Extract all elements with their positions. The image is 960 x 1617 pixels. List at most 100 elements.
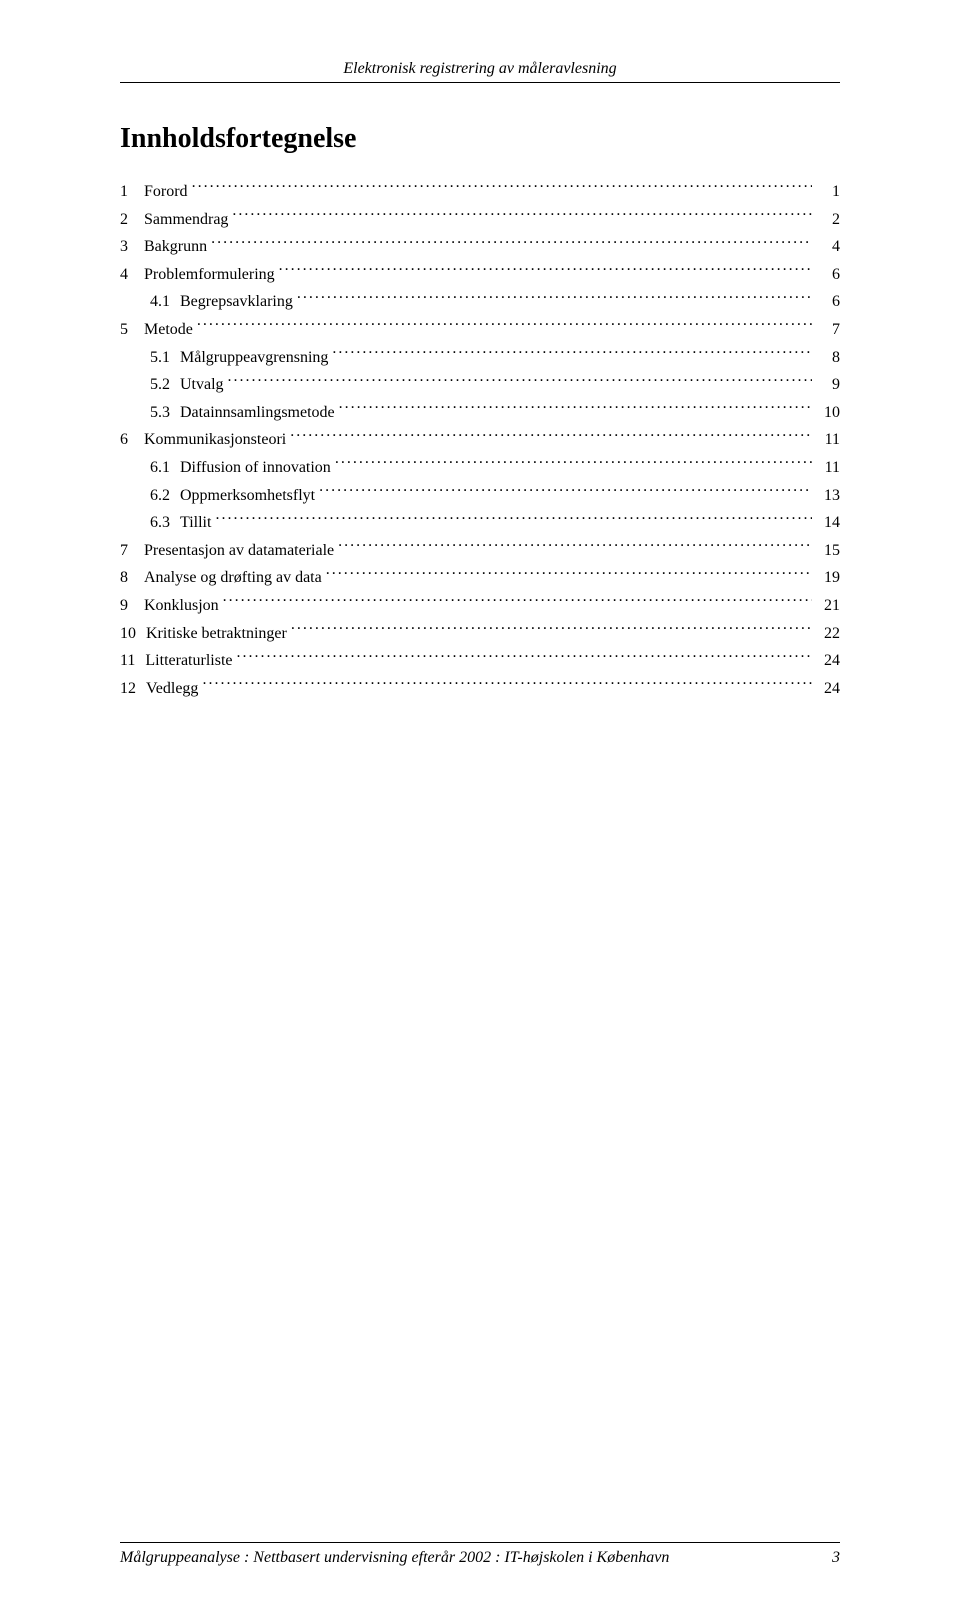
toc-entry-number: 9 xyxy=(120,593,144,619)
toc-entry-page: 15 xyxy=(816,538,840,564)
toc-entry-leader xyxy=(279,263,812,279)
toc-entry-page: 24 xyxy=(816,648,840,674)
toc-entry-label: Vedlegg xyxy=(146,676,198,702)
toc-entry-number: 5.2 xyxy=(150,372,180,398)
toc-entry-label: Kritiske betraktninger xyxy=(146,621,287,647)
toc-entry: 3Bakgrunn 4 xyxy=(120,234,840,260)
toc-entry: 5.2Utvalg9 xyxy=(120,372,840,398)
toc-entry-page: 21 xyxy=(816,593,840,619)
toc-entry: 5.1Målgruppeavgrensning 8 xyxy=(120,345,840,371)
toc-entry-label: Diffusion of innovation xyxy=(180,455,331,481)
header-rule xyxy=(120,82,840,83)
toc-entry-number: 5.1 xyxy=(150,345,180,371)
toc-entry-label: Konklusjon xyxy=(144,593,219,619)
toc-entry-page: 4 xyxy=(816,234,840,260)
toc-entry-page: 8 xyxy=(816,345,840,371)
toc-entry-number: 1 xyxy=(120,179,144,205)
toc-entry-number: 5 xyxy=(120,317,144,343)
page: Elektronisk registrering av måleravlesni… xyxy=(0,0,960,1617)
toc-entry-page: 14 xyxy=(816,510,840,536)
toc-entry-page: 6 xyxy=(816,262,840,288)
toc-entry: 5Metode 7 xyxy=(120,317,840,343)
toc-entry: 9Konklusjon 21 xyxy=(120,593,840,619)
toc-entry-number: 6.3 xyxy=(150,510,180,536)
toc-entry: 6.1Diffusion of innovation 11 xyxy=(120,455,840,481)
toc-entry-page: 10 xyxy=(816,400,840,426)
toc-entry-number: 4 xyxy=(120,262,144,288)
toc-entry-page: 6 xyxy=(816,289,840,315)
toc-entry-label: Oppmerksomhetsflyt xyxy=(180,483,315,509)
toc-entry-leader xyxy=(215,511,812,527)
toc-entry: 4Problemformulering 6 xyxy=(120,262,840,288)
toc-entry-number: 5.3 xyxy=(150,400,180,426)
toc-entry-number: 6 xyxy=(120,427,144,453)
toc-entry-number: 10 xyxy=(120,621,146,647)
toc-entry-number: 6.1 xyxy=(150,455,180,481)
toc-entry-leader xyxy=(319,484,812,500)
toc-entry-number: 11 xyxy=(120,648,145,674)
toc-entry-page: 24 xyxy=(816,676,840,702)
toc-entry: 2Sammendrag2 xyxy=(120,207,840,233)
footer: Målgruppeanalyse : Nettbasert undervisni… xyxy=(120,1542,840,1567)
toc-entry-page: 11 xyxy=(816,427,840,453)
toc-entry-leader xyxy=(192,180,812,196)
toc-entry: 8Analyse og drøfting av data 19 xyxy=(120,565,840,591)
toc-entry-leader xyxy=(326,566,812,582)
toc-entry: 6Kommunikasjonsteori 11 xyxy=(120,427,840,453)
toc-entry-label: Problemformulering xyxy=(144,262,275,288)
toc-entry-label: Datainnsamlingsmetode xyxy=(180,400,335,426)
toc-entry-leader xyxy=(339,401,812,417)
table-of-contents: 1Forord12Sammendrag23Bakgrunn44Problemfo… xyxy=(120,179,840,701)
toc-entry-label: Forord xyxy=(144,179,188,205)
toc-entry: 4.1Begrepsavklaring 6 xyxy=(120,289,840,315)
toc-entry-number: 3 xyxy=(120,234,144,260)
toc-entry-number: 7 xyxy=(120,538,144,564)
toc-entry-label: Kommunikasjonsteori xyxy=(144,427,286,453)
toc-entry-label: Sammendrag xyxy=(144,207,228,233)
toc-entry: 1Forord1 xyxy=(120,179,840,205)
toc-entry: 6.2Oppmerksomhetsflyt 13 xyxy=(120,483,840,509)
toc-entry-leader xyxy=(332,346,812,362)
toc-entry-label: Målgruppeavgrensning xyxy=(180,345,328,371)
toc-entry-label: Tillit xyxy=(180,510,211,536)
toc-entry-leader xyxy=(338,539,812,555)
toc-entry-label: Utvalg xyxy=(180,372,224,398)
toc-entry-page: 13 xyxy=(816,483,840,509)
toc-entry-number: 12 xyxy=(120,676,146,702)
toc-entry-page: 1 xyxy=(816,179,840,205)
toc-entry: 11Litteraturliste24 xyxy=(120,648,840,674)
toc-entry-leader xyxy=(197,318,812,334)
toc-entry-page: 7 xyxy=(816,317,840,343)
toc-entry-leader xyxy=(335,456,812,472)
toc-entry-leader xyxy=(236,649,812,665)
toc-entry-leader xyxy=(291,622,812,638)
footer-page-number: 3 xyxy=(832,1549,840,1567)
toc-entry: 5.3Datainnsamlingsmetode 10 xyxy=(120,400,840,426)
footer-text: Målgruppeanalyse : Nettbasert undervisni… xyxy=(120,1549,669,1567)
toc-entry-label: Metode xyxy=(144,317,193,343)
toc-entry-page: 19 xyxy=(816,565,840,591)
toc-entry: 7Presentasjon av datamateriale 15 xyxy=(120,538,840,564)
toc-entry-label: Bakgrunn xyxy=(144,234,207,260)
toc-entry: 12Vedlegg 24 xyxy=(120,676,840,702)
footer-rule xyxy=(120,1542,840,1543)
toc-entry-label: Analyse og drøfting av data xyxy=(144,565,322,591)
toc-entry-number: 6.2 xyxy=(150,483,180,509)
toc-entry: 10Kritiske betraktninger 22 xyxy=(120,621,840,647)
toc-entry-label: Begrepsavklaring xyxy=(180,289,293,315)
toc-entry-page: 22 xyxy=(816,621,840,647)
toc-entry-number: 8 xyxy=(120,565,144,591)
running-header: Elektronisk registrering av måleravlesni… xyxy=(120,60,840,78)
toc-entry-leader xyxy=(202,677,812,693)
toc-entry-leader xyxy=(211,235,812,251)
toc-entry-number: 4.1 xyxy=(150,289,180,315)
toc-entry-page: 11 xyxy=(816,455,840,481)
toc-entry-leader xyxy=(297,290,812,306)
toc-entry-leader xyxy=(290,428,812,444)
page-title: Innholdsfortegnelse xyxy=(120,123,840,155)
toc-entry-leader xyxy=(223,594,812,610)
toc-entry-number: 2 xyxy=(120,207,144,233)
toc-entry-leader xyxy=(228,373,812,389)
toc-entry: 6.3Tillit 14 xyxy=(120,510,840,536)
toc-entry-label: Presentasjon av datamateriale xyxy=(144,538,334,564)
